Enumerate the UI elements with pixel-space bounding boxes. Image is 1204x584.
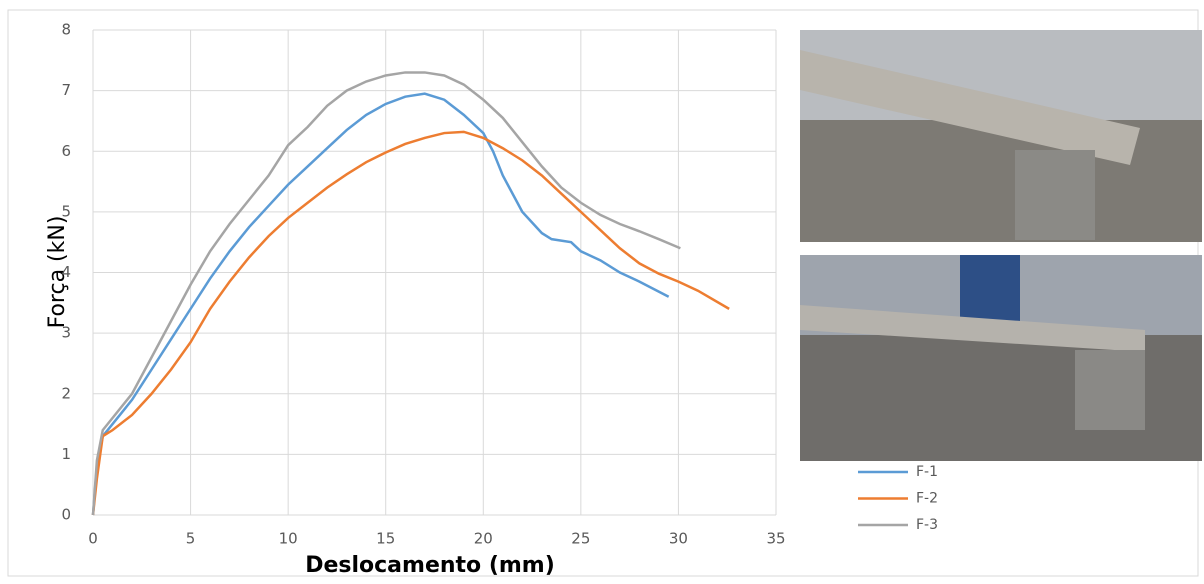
x-tick-label: 15 bbox=[376, 530, 395, 548]
photo-bottom bbox=[800, 255, 1202, 461]
y-tick-label: 4 bbox=[61, 263, 71, 281]
x-tick-label: 20 bbox=[474, 530, 493, 548]
x-tick-label: 25 bbox=[571, 530, 590, 548]
x-axis-title: Deslocamento (mm) bbox=[305, 553, 555, 578]
y-tick-label: 7 bbox=[61, 81, 71, 99]
photo-top bbox=[800, 30, 1202, 242]
x-tick-label: 10 bbox=[279, 530, 298, 548]
x-tick-label: 5 bbox=[186, 530, 196, 548]
legend-label: F-1 bbox=[916, 464, 938, 480]
legend-label: F-3 bbox=[916, 517, 938, 533]
y-tick-label: 2 bbox=[61, 384, 71, 402]
y-tick-label: 8 bbox=[61, 21, 71, 39]
chart: Deslocamento (mm) Força (kN) 01234567805… bbox=[0, 0, 1204, 580]
y-tick-label: 1 bbox=[61, 445, 71, 463]
x-tick-label: 35 bbox=[766, 530, 785, 548]
y-tick-label: 0 bbox=[61, 506, 71, 524]
y-tick-label: 6 bbox=[61, 142, 71, 160]
y-tick-label: 5 bbox=[61, 202, 71, 220]
x-tick-label: 0 bbox=[88, 530, 98, 548]
x-tick-label: 30 bbox=[669, 530, 688, 548]
y-tick-label: 3 bbox=[61, 324, 71, 342]
legend-label: F-2 bbox=[916, 491, 938, 507]
